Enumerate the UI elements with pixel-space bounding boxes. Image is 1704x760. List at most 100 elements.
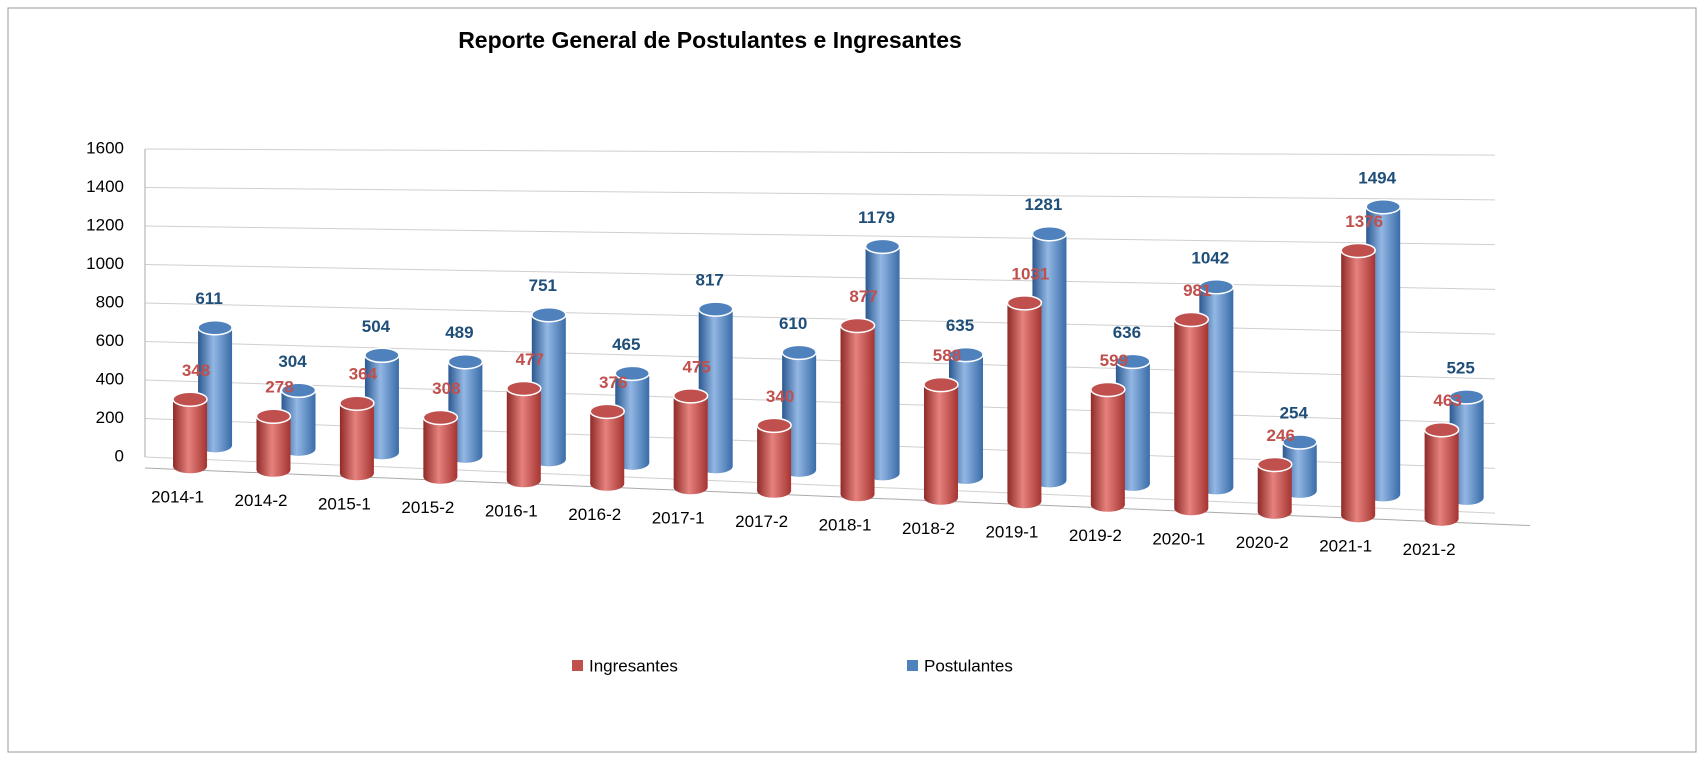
bar <box>506 380 542 488</box>
bar-top <box>1006 295 1043 311</box>
value-label: 525 <box>1446 358 1474 377</box>
value-label: 477 <box>516 350 544 369</box>
bar-body <box>757 425 792 491</box>
bar-body <box>840 325 875 495</box>
value-label: 751 <box>529 276 557 295</box>
bar-body <box>923 384 958 498</box>
bar-body <box>423 417 458 477</box>
bar-top <box>672 388 709 404</box>
bar-top <box>1423 421 1460 438</box>
y-tick-label: 400 <box>96 369 124 388</box>
y-tick-label: 200 <box>96 408 124 427</box>
bar-body <box>1341 250 1376 516</box>
x-tick-label: 2019-2 <box>1069 526 1122 545</box>
y-tick-label: 1600 <box>86 138 124 157</box>
bar <box>589 403 625 491</box>
value-label: 348 <box>182 361 210 380</box>
value-label: 635 <box>946 316 974 335</box>
value-label: 877 <box>849 287 877 306</box>
value-label: 475 <box>682 357 710 376</box>
grid-line <box>144 302 1496 335</box>
bar-top <box>697 301 734 317</box>
value-label: 463 <box>1433 391 1461 410</box>
bar-top <box>864 238 901 255</box>
value-label: 278 <box>265 378 293 397</box>
bar-top <box>364 347 400 364</box>
x-tick-label: 2015-2 <box>401 498 454 517</box>
y-tick-label: 1200 <box>86 215 124 234</box>
bar-body <box>1424 429 1459 519</box>
grid-line <box>144 341 1496 380</box>
bar <box>756 417 792 498</box>
bar-body <box>1174 319 1209 509</box>
x-tick-label: 2019-1 <box>985 523 1038 542</box>
bar <box>255 408 292 477</box>
value-label: 599 <box>1100 351 1128 370</box>
bar-body <box>256 416 291 470</box>
bar <box>172 391 208 474</box>
x-tick-label: 2014-2 <box>235 491 288 510</box>
value-label: 364 <box>349 365 378 384</box>
legend-swatch <box>572 660 583 671</box>
bar <box>1423 421 1460 526</box>
bar-top <box>172 391 208 408</box>
value-label: 489 <box>445 323 473 342</box>
bar-top <box>422 409 459 426</box>
bar-top <box>756 417 792 434</box>
bar-body <box>506 388 541 481</box>
bar-body <box>1090 389 1125 505</box>
bar-top <box>781 344 817 361</box>
y-tick-label: 0 <box>115 446 124 465</box>
bar-body <box>1007 302 1042 502</box>
value-label: 1494 <box>1358 168 1396 187</box>
bar-body <box>673 395 708 488</box>
bar-top <box>1340 242 1376 259</box>
bar-top <box>839 317 876 334</box>
bar-top <box>1173 311 1210 328</box>
x-tick-label: 2018-1 <box>819 516 872 535</box>
x-tick-label: 2017-1 <box>652 509 705 528</box>
value-label: 1179 <box>858 208 895 227</box>
bar-top <box>1090 381 1126 398</box>
bar-top <box>614 365 651 382</box>
x-axis <box>144 467 1531 527</box>
y-tick-label: 1400 <box>86 177 124 196</box>
chart-title: Reporte General de Postulantes e Ingresa… <box>458 27 962 53</box>
value-label: 465 <box>612 335 640 354</box>
y-tick-label: 800 <box>96 292 124 311</box>
y-tick-label: 1000 <box>86 254 124 273</box>
legend-label: Postulantes <box>924 656 1013 675</box>
legend-swatch <box>907 660 918 671</box>
bar-top <box>255 408 292 425</box>
x-tick-label: 2021-2 <box>1403 540 1456 559</box>
bar <box>1256 456 1293 519</box>
bar <box>839 317 876 502</box>
bar-top <box>1198 279 1235 295</box>
value-label: 340 <box>766 387 794 406</box>
bar-top <box>339 395 375 411</box>
grid-line <box>144 187 1496 201</box>
x-tick-label: 2020-2 <box>1236 533 1289 552</box>
value-label: 1376 <box>1345 212 1383 231</box>
x-tick-label: 2016-2 <box>568 505 621 524</box>
bar-top <box>506 380 542 397</box>
bar-top <box>447 353 484 370</box>
value-label: 636 <box>1113 323 1141 342</box>
bar-top <box>1031 226 1068 242</box>
bar <box>672 388 709 495</box>
bar <box>1340 242 1376 523</box>
bar <box>422 409 459 484</box>
bar-top <box>948 346 984 363</box>
bar <box>1173 311 1210 516</box>
value-label: 611 <box>195 289 222 308</box>
x-tick-label: 2014-1 <box>151 487 204 506</box>
bar-top <box>1282 434 1318 450</box>
bar <box>923 376 959 505</box>
bar-top <box>589 403 625 420</box>
value-label: 1031 <box>1011 264 1049 283</box>
value-label: 304 <box>278 352 307 371</box>
x-tick-label: 2020-1 <box>1152 530 1205 549</box>
bar-top <box>280 382 317 399</box>
value-label: 254 <box>1280 403 1309 422</box>
